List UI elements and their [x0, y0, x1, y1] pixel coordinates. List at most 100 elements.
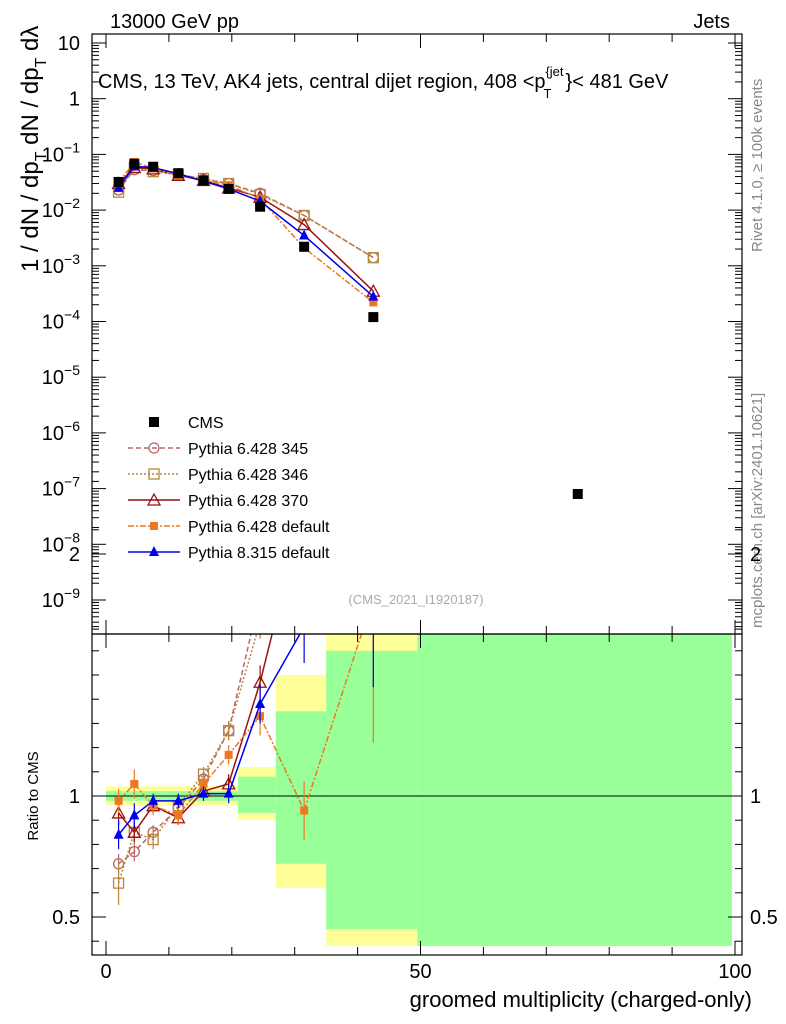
main-panel-marks [111, 158, 583, 499]
y-tick-label: 10−5 [42, 362, 80, 389]
ratio-panel-marks [92, 186, 742, 905]
ratio-line [118, 634, 363, 817]
ratio-ylabel: Ratio to CMS [25, 751, 42, 840]
marker-triangle [368, 290, 379, 301]
legend-label: Pythia 6.428 346 [188, 467, 308, 484]
ratio-y-tick-label: 1 [69, 786, 80, 808]
y-tick-label: 10−9 [42, 585, 80, 612]
marker-triangle [198, 787, 209, 798]
series-line [118, 166, 374, 292]
marker-square [223, 725, 235, 737]
y-tick-label: 10−4 [42, 307, 80, 334]
series-line [117, 161, 374, 304]
ratio-series-pythia-8-315-default [113, 488, 378, 850]
marker-triangle [368, 488, 378, 498]
band-inner [417, 634, 732, 947]
y-tick-label: 10−8 [42, 529, 80, 556]
marker-triangle [127, 824, 142, 838]
x-tick-label: 100 [718, 961, 751, 983]
data-point [129, 158, 140, 169]
marker-square [150, 522, 158, 530]
marker-square [147, 833, 159, 846]
chart-title: CMS, 13 TeV, AK4 jets, central dijet reg… [98, 64, 669, 101]
marker-square [174, 811, 183, 820]
marker-square [114, 796, 123, 805]
rivet-label: Rivet 4.1.0, ≥ 100k events [749, 79, 766, 252]
data-point [223, 183, 234, 194]
y-tick-label: 10−6 [42, 418, 80, 445]
main-frame [91, 33, 743, 635]
marker-square [299, 428, 309, 438]
y-tick-label: 10−7 [42, 474, 80, 501]
marker-triangle [111, 805, 126, 819]
legend-label: Pythia 6.428 345 [188, 441, 308, 458]
series-pythia-8-315-default [113, 160, 379, 301]
xlabel: groomed multiplicity (charged-only) [410, 987, 752, 1012]
data-point [255, 201, 266, 212]
x-tick-label: 50 [409, 961, 431, 983]
ratio-y-tick-label: 0.5 [52, 907, 80, 929]
marker-square [300, 806, 309, 815]
y-tick-label: 10−2 [42, 195, 80, 222]
marker-triangle [148, 794, 159, 805]
ratio-y-tick-label-right: 2 [750, 544, 761, 566]
series-pythia-6-428-346 [112, 161, 379, 264]
band-inner [326, 650, 418, 930]
marker-triangle [129, 809, 140, 820]
marker-triangle [113, 828, 124, 839]
data-point [368, 312, 379, 323]
legend-label: Pythia 8.315 default [188, 545, 330, 562]
ratio-y-tick-label-right: 0.5 [750, 907, 778, 929]
marker-circle [148, 442, 160, 454]
legend-label: CMS [188, 415, 224, 432]
marker-triangle [173, 794, 184, 805]
marker-triangle [299, 229, 310, 240]
data-point [299, 241, 310, 252]
marker-square [298, 209, 310, 222]
series-cms-data [113, 158, 583, 499]
band-inner [238, 776, 276, 813]
data-point [198, 175, 209, 186]
y-tick-label: 10 [58, 33, 80, 55]
analysis-id: (CMS_2021_I1920187) [348, 592, 483, 607]
series-line [117, 168, 374, 259]
series-pythia-6-428-default [114, 158, 378, 307]
marker-triangle [255, 698, 266, 709]
data-point [148, 161, 159, 172]
marker-triangle [146, 492, 162, 506]
data-point [572, 488, 583, 499]
marker-triangle [223, 787, 234, 798]
marker-square [224, 750, 233, 759]
ratio-frame [91, 633, 743, 956]
marker-square [130, 779, 139, 788]
band-inner [275, 711, 327, 864]
marker-square [368, 210, 378, 220]
data-point [173, 168, 184, 179]
category-label: Jets [693, 11, 730, 33]
axes: 0 50 100 10 1 10−1 10−2 10−3 10−4 10−5 10−6 10−7 10−… [42, 33, 778, 983]
ratio-y-tick-label-right: 1 [750, 786, 761, 808]
series-line [117, 166, 374, 259]
marker-square [148, 468, 160, 480]
series-line [117, 165, 374, 298]
marker-square [369, 298, 378, 307]
y-tick-label: 1 [69, 89, 80, 111]
y-tick-label: 10−1 [42, 139, 80, 166]
legend-label: Pythia 6.428 default [188, 519, 330, 536]
marker-square [112, 877, 125, 889]
marker-triangle [367, 330, 379, 341]
legend-marker-cms [149, 417, 159, 427]
main-ylabel: 1 / dN / dpT dN / dpT dλ [17, 26, 50, 272]
y-tick-label: 10−3 [42, 251, 80, 278]
marker-circle [368, 186, 378, 196]
x-tick-label: 0 [100, 961, 111, 983]
marker-circle [299, 404, 309, 414]
uncertainty-bands [106, 634, 732, 947]
beam-label: 13000 GeV pp [110, 11, 239, 33]
marker-triangle [149, 546, 159, 556]
mcplots-label: mcplots.cern.ch [arXiv:2401.10621] [749, 393, 766, 628]
data-point [113, 176, 124, 187]
svg-text:1 / dN / dpT dN / dpT dλ: 1 / dN / dpT dN / dpT dλ [17, 26, 50, 272]
series-pythia-6-428-345 [112, 164, 379, 264]
